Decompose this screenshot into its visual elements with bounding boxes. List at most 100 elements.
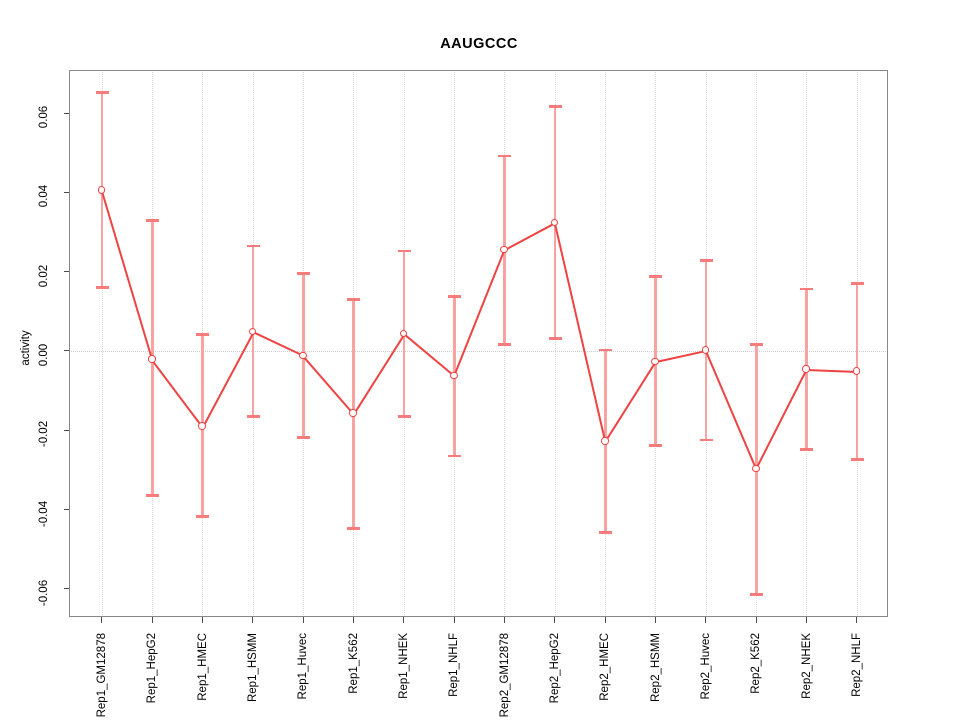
data-point-marker	[450, 371, 458, 380]
x-axis-tick	[705, 617, 707, 623]
x-axis-tick	[101, 617, 103, 623]
error-bar-cap-top	[397, 249, 411, 253]
error-bar-cap-bottom	[598, 531, 612, 534]
x-axis-tick-label-text: Rep1_HSMM	[247, 633, 259, 703]
series-line-segment	[252, 331, 304, 357]
data-point-marker	[651, 357, 659, 365]
y-axis-tick	[63, 508, 70, 510]
y-axis-tick	[63, 112, 70, 114]
x-axis-tick	[302, 617, 304, 623]
chart-title: AAUGCCC	[440, 36, 518, 52]
error-bar-cap-bottom	[347, 526, 361, 530]
x-axis-tick	[554, 617, 556, 623]
x-axis-tick-label-text: Rep1_HepG2	[146, 633, 159, 704]
error-bar-cap-bottom	[699, 438, 713, 442]
y-axis-tick-label-text: 0.02	[38, 264, 50, 287]
series-line-segment	[755, 369, 808, 470]
data-point-marker	[802, 365, 810, 373]
error-bar-cap-top	[196, 333, 210, 336]
y-axis-tick-label-text: -0.06	[38, 579, 50, 606]
series-line-segment	[453, 249, 506, 377]
x-axis-tick	[151, 617, 153, 623]
error-bar-cap-bottom	[397, 415, 411, 418]
y-axis-tick	[63, 350, 70, 352]
series-line-segment	[352, 333, 405, 415]
x-axis-tick	[654, 617, 656, 623]
grid-line-vertical	[101, 72, 103, 617]
error-bar-cap-top	[548, 105, 562, 108]
x-axis-tick	[201, 617, 203, 623]
y-axis-tick	[63, 271, 70, 273]
error-bar-cap-bottom	[447, 454, 461, 458]
data-point-marker	[550, 218, 559, 227]
x-axis-tick	[755, 617, 757, 623]
error-bar-cap-bottom	[649, 444, 663, 447]
error-bar-cap-top	[145, 218, 159, 222]
series-line-segment	[705, 350, 758, 470]
data-point-marker	[601, 437, 609, 445]
x-axis-tick-label-text: Rep2_HMEC	[599, 633, 612, 701]
series-line-segment	[403, 333, 455, 377]
error-bar-cap-bottom	[296, 436, 310, 439]
x-axis-tick-label-text: Rep1_NHEK	[398, 633, 410, 699]
error-bar-cap-top	[498, 154, 512, 158]
error-bar-cap-top	[649, 275, 663, 278]
series-line-segment	[151, 358, 204, 427]
data-point-marker	[97, 186, 106, 194]
x-axis-tick-label-text: Rep1_Huvec	[297, 633, 310, 700]
error-bar-cap-bottom	[145, 494, 159, 497]
x-axis-tick	[805, 617, 807, 623]
x-axis-tick-label-text: Rep2_GM12878	[498, 633, 511, 718]
error-bar-cap-bottom	[498, 343, 512, 346]
series-line-segment	[806, 368, 858, 373]
grid-line-vertical	[604, 72, 606, 617]
series-line-segment	[554, 222, 607, 442]
series-line-segment	[655, 349, 707, 363]
data-point-marker	[852, 367, 861, 375]
error-bar-cap-top	[749, 343, 763, 346]
error-bar-cap-bottom	[246, 415, 260, 418]
error-bar-cap-bottom	[548, 337, 562, 341]
error-bar-cap-top	[699, 259, 713, 262]
grid-line-vertical	[554, 72, 556, 617]
y-axis-tick	[63, 588, 70, 590]
x-axis-tick	[403, 617, 405, 623]
y-axis-title-text: activity	[20, 330, 32, 366]
error-bar-cap-top	[246, 244, 260, 248]
zero-reference-line	[70, 350, 888, 352]
error-bar-cap-bottom	[95, 286, 109, 289]
error-bar-cap-top	[850, 282, 864, 285]
y-axis-tick-label-text: 0.06	[38, 106, 50, 129]
y-axis-tick	[63, 429, 70, 431]
x-axis-tick-label-text: Rep1_GM12878	[96, 633, 108, 718]
series-line-segment	[302, 355, 355, 415]
data-point-marker	[299, 351, 307, 359]
data-point-marker	[752, 464, 760, 472]
data-point-marker	[198, 422, 206, 430]
x-axis-tick-label-text: Rep1_K562	[347, 633, 360, 694]
error-bar-cap-bottom	[850, 457, 864, 461]
error-bar-cap-top	[598, 348, 612, 352]
error-bar-cap-top	[447, 295, 461, 299]
x-axis-tick	[252, 617, 254, 623]
y-axis-tick-label-text: -0.02	[38, 421, 50, 448]
series-line-segment	[604, 361, 657, 442]
x-axis-tick-label-text: Rep2_K562	[750, 633, 763, 694]
y-axis-tick-label-text: 0.00	[38, 343, 50, 367]
x-axis-tick	[503, 617, 505, 623]
error-bar-cap-bottom	[196, 515, 210, 518]
x-axis-tick-label-text: Rep1_HMEC	[196, 633, 209, 701]
x-axis-tick-label-text: Rep1_NHLF	[448, 633, 461, 697]
series-line-segment	[101, 190, 154, 360]
error-bar-cap-top	[95, 90, 109, 94]
plot-frame	[68, 70, 889, 618]
y-axis-tick	[63, 191, 70, 193]
error-bar-cap-top	[296, 272, 310, 276]
data-point-marker	[349, 409, 357, 417]
x-axis-tick	[453, 617, 455, 623]
error-bar-cap-bottom	[800, 448, 814, 452]
error-bar-cap-top	[800, 287, 814, 291]
series-line-segment	[201, 331, 254, 427]
y-axis-tick-label-text: -0.04	[38, 500, 50, 527]
